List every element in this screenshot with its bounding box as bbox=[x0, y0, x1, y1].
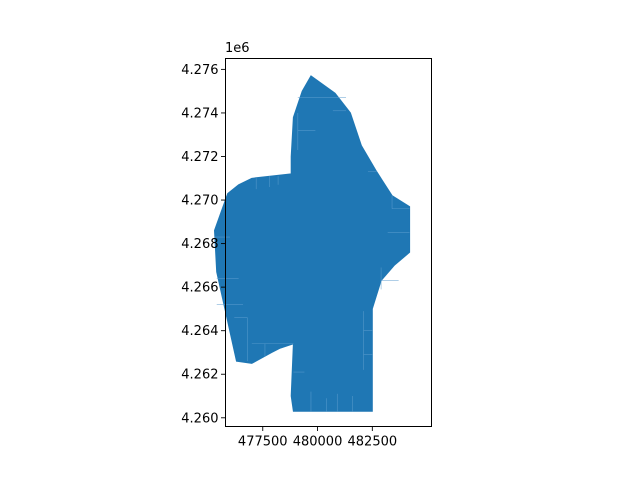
y-tick-label: 4.268 bbox=[181, 237, 218, 252]
x-tick-label: 482500 bbox=[348, 435, 398, 450]
axes-frame bbox=[225, 58, 432, 427]
y-tick-label: 4.262 bbox=[181, 368, 218, 383]
y-tick-label: 4.274 bbox=[181, 106, 218, 121]
y-tick-label: 4.272 bbox=[181, 150, 218, 165]
x-tick-label: 480000 bbox=[293, 435, 343, 450]
y-tick-label: 4.260 bbox=[181, 411, 218, 426]
y-tick-label: 4.264 bbox=[181, 324, 218, 339]
y-axis: 4.260 4.262 4.264 4.266 4.268 4.270 4.272 4.274… bbox=[181, 63, 226, 426]
x-tick-label: 477500 bbox=[238, 435, 288, 450]
y-offset-label: 1e6 bbox=[225, 41, 250, 56]
y-tick-label: 4.276 bbox=[181, 63, 218, 78]
y-tick-label: 4.270 bbox=[181, 194, 218, 209]
y-tick-label: 4.266 bbox=[181, 281, 218, 296]
plot-area bbox=[213, 75, 411, 412]
x-axis: 477500 480000 482500 bbox=[238, 426, 398, 450]
